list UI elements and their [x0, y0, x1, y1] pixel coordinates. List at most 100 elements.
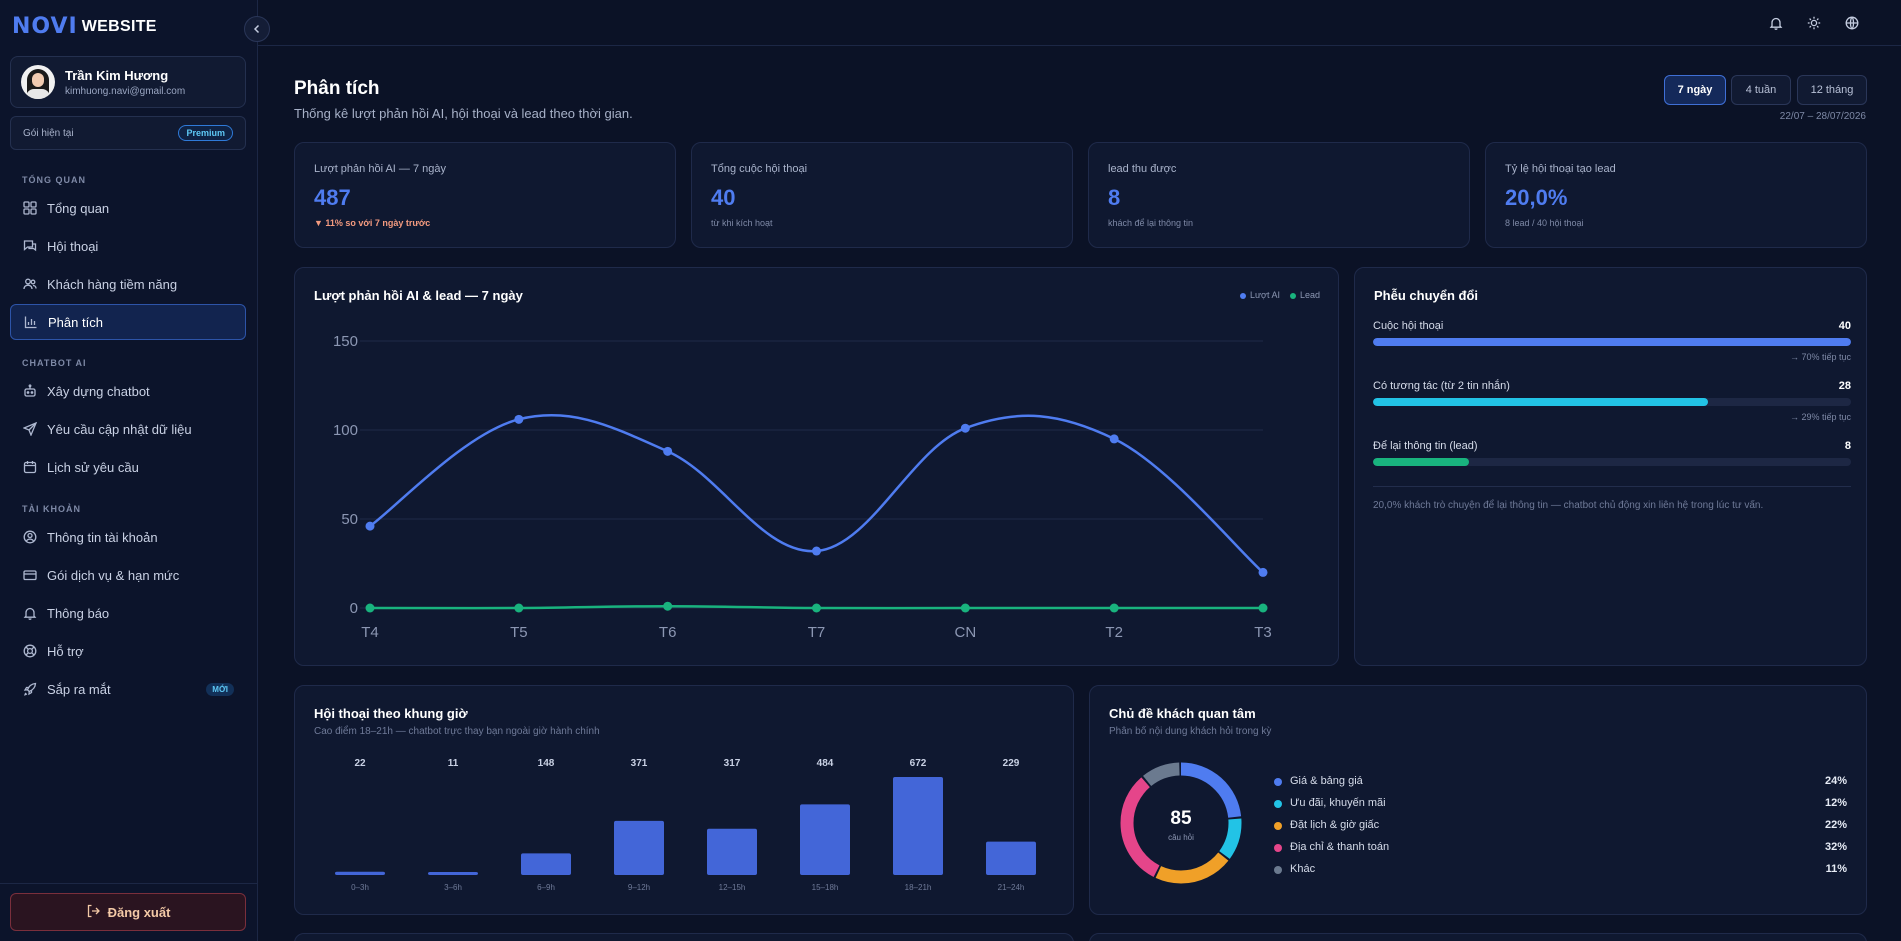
topic-label: Giá & bảng giá — [1290, 775, 1363, 787]
sidebar-item-label: Lịch sử yêu cầu — [47, 459, 139, 475]
sidebar-item-leads[interactable]: Khách hàng tiềm năng — [10, 266, 246, 302]
sidebar-item-coming-soon[interactable]: Sắp ra mắt MỚI — [10, 671, 246, 707]
section-title-account: TÀI KHOẢN — [22, 504, 81, 514]
x-tick-label: T4 — [361, 624, 379, 641]
stat-note: khách để lại thông tin — [1108, 218, 1194, 228]
funnel-pass-rate: → 29% tiếp tục — [1789, 412, 1851, 422]
sidebar-item-label: Xây dựng chatbot — [47, 383, 150, 399]
bar — [335, 871, 385, 875]
data-point — [1109, 603, 1119, 613]
y-tick-label: 100 — [333, 422, 358, 439]
sidebar-item-account-info[interactable]: Thông tin tài khoản — [10, 519, 246, 555]
stat-note: 8 lead / 40 hội thoại — [1505, 218, 1584, 228]
sidebar: NOVI WEBSITE Trần Kim Hương kimhuong.nav… — [0, 0, 258, 941]
range-7-days-button[interactable]: 7 ngày — [1664, 75, 1726, 105]
stat-card-conversations: Tổng cuộc hội thoại 40 từ khi kích hoạt — [691, 142, 1073, 248]
x-tick-label: 12–15h — [719, 883, 746, 892]
sidebar-item-plans-quota[interactable]: Gói dịch vụ & hạn mức — [10, 557, 246, 593]
funnel-pass-rate: → 70% tiếp tục — [1789, 352, 1851, 362]
x-tick-label: 6–9h — [537, 883, 555, 892]
bar — [707, 828, 757, 875]
topic-color-dot — [1274, 822, 1282, 830]
data-point — [812, 546, 821, 556]
globe-icon[interactable] — [1842, 13, 1862, 33]
x-tick-label: 18–21h — [905, 883, 932, 892]
bar-value-label: 148 — [538, 758, 555, 769]
x-tick-label: T5 — [510, 624, 528, 641]
topic-color-dot — [1274, 778, 1282, 786]
current-plan[interactable]: Gói hiện tại Premium — [10, 116, 246, 150]
range-12-months-button[interactable]: 12 tháng — [1797, 75, 1867, 105]
data-point — [365, 603, 375, 613]
sidebar-item-request-history[interactable]: Lịch sử yêu cầu — [10, 449, 246, 485]
plan-label: Gói hiện tại — [23, 127, 74, 139]
stat-title: Tỷ lệ hội thoại tạo lead — [1505, 163, 1616, 175]
x-tick-label: 9–12h — [628, 883, 650, 892]
funnel-fill — [1373, 458, 1469, 466]
topic-percent: 11% — [1825, 863, 1847, 875]
sidebar-item-support[interactable]: Hỗ trợ — [10, 633, 246, 669]
data-point — [663, 446, 673, 456]
donut-total: 85 — [1170, 808, 1192, 829]
grid-icon — [22, 201, 37, 216]
topics-subtitle: Phân bố nội dung khách hỏi trong kỳ — [1109, 726, 1272, 737]
legend-item-ai: Lượt AI — [1240, 290, 1280, 300]
funnel-row: Để lại thông tin (lead) 8 — [1373, 440, 1851, 466]
data-point — [663, 601, 673, 611]
sidebar-item-build-chatbot[interactable]: Xây dựng chatbot — [10, 373, 246, 409]
donut-unit: câu hỏi — [1168, 833, 1194, 842]
user-circle-icon — [22, 530, 37, 545]
funnel-row: Cuộc hội thoại 40 → 70% tiếp tục — [1373, 320, 1851, 362]
topic-label: Địa chỉ & thanh toán — [1290, 841, 1390, 853]
logo-mark: NOVI — [12, 14, 78, 39]
sidebar-item-data-update[interactable]: Yêu cầu cập nhật dữ liệu — [10, 411, 246, 447]
sidebar-item-analytics[interactable]: Phân tích — [10, 304, 246, 340]
funnel-value: 28 — [1838, 380, 1851, 392]
sidebar-item-label: Tổng quan — [47, 200, 110, 216]
bar-value-label: 317 — [724, 758, 741, 769]
lifebuoy-icon — [22, 644, 37, 659]
topic-label: Đặt lịch & giờ giấc — [1290, 819, 1380, 831]
section-title-overview: TỔNG QUAN — [22, 175, 86, 185]
sun-icon[interactable] — [1804, 13, 1824, 33]
funnel-note: 20,0% khách trò chuyện để lại thông tin … — [1373, 500, 1764, 511]
section-title-chatbot: CHATBOT AI — [22, 358, 87, 368]
bar-value-label: 22 — [354, 758, 366, 769]
funnel-card: Phễu chuyển đổi Cuộc hội thoại 40 → 70% ti… — [1354, 267, 1867, 666]
stat-change: ▼ 11% so với 7 ngày trước — [314, 218, 431, 228]
stat-value: 8 — [1108, 185, 1121, 210]
chat-icon — [22, 239, 37, 254]
stat-title: Tổng cuộc hội thoại — [711, 163, 808, 175]
stat-title: Lượt phản hồi AI — 7 ngày — [314, 163, 446, 175]
sidebar-item-label: Sắp ra mắt — [47, 681, 111, 697]
bar-value-label: 11 — [448, 758, 459, 769]
topic-row: Ưu đãi, khuyến mãi 12% — [1274, 796, 1847, 812]
user-email: kimhuong.navi@gmail.com — [65, 85, 186, 97]
brand-logo[interactable]: NOVI WEBSITE — [12, 14, 157, 39]
range-4-weeks-button[interactable]: 4 tuần — [1731, 75, 1791, 105]
x-tick-label: 15–18h — [812, 883, 839, 892]
funnel-track — [1373, 458, 1851, 466]
sidebar-item-notifications[interactable]: Thông báo — [10, 595, 246, 631]
stat-card-ai-replies: Lượt phản hồi AI — 7 ngày 487 ▼ 11% so v… — [294, 142, 676, 248]
sidebar-item-label: Hỗ trợ — [47, 643, 84, 659]
user-name: Trần Kim Hương — [65, 67, 169, 83]
sidebar-collapse-button[interactable] — [244, 16, 270, 42]
bell-icon[interactable] — [1766, 13, 1786, 33]
sidebar-item-label: Khách hàng tiềm năng — [47, 276, 178, 292]
top-bar — [258, 0, 1901, 46]
logout-button[interactable]: Đăng xuất — [10, 893, 246, 931]
logo-word: WEBSITE — [81, 17, 157, 35]
logout-label: Đăng xuất — [107, 904, 171, 920]
topics-title: Chủ đề khách quan tâm — [1109, 706, 1256, 721]
page-subtitle: Thống kê lượt phản hồi AI, hội thoại và … — [294, 106, 633, 121]
topic-color-dot — [1274, 866, 1282, 874]
sidebar-item-conversations[interactable]: Hội thoại — [10, 228, 246, 264]
bar-value-label: 672 — [910, 758, 927, 769]
sidebar-item-overview[interactable]: Tổng quan — [10, 190, 246, 226]
topic-percent: 32% — [1824, 841, 1847, 853]
hours-chart-title: Hội thoại theo khung giờ — [314, 706, 468, 721]
data-point — [1258, 603, 1268, 613]
x-tick-label: 0–3h — [351, 883, 369, 892]
user-profile-card[interactable]: Trần Kim Hương kimhuong.navi@gmail.com — [10, 56, 246, 108]
